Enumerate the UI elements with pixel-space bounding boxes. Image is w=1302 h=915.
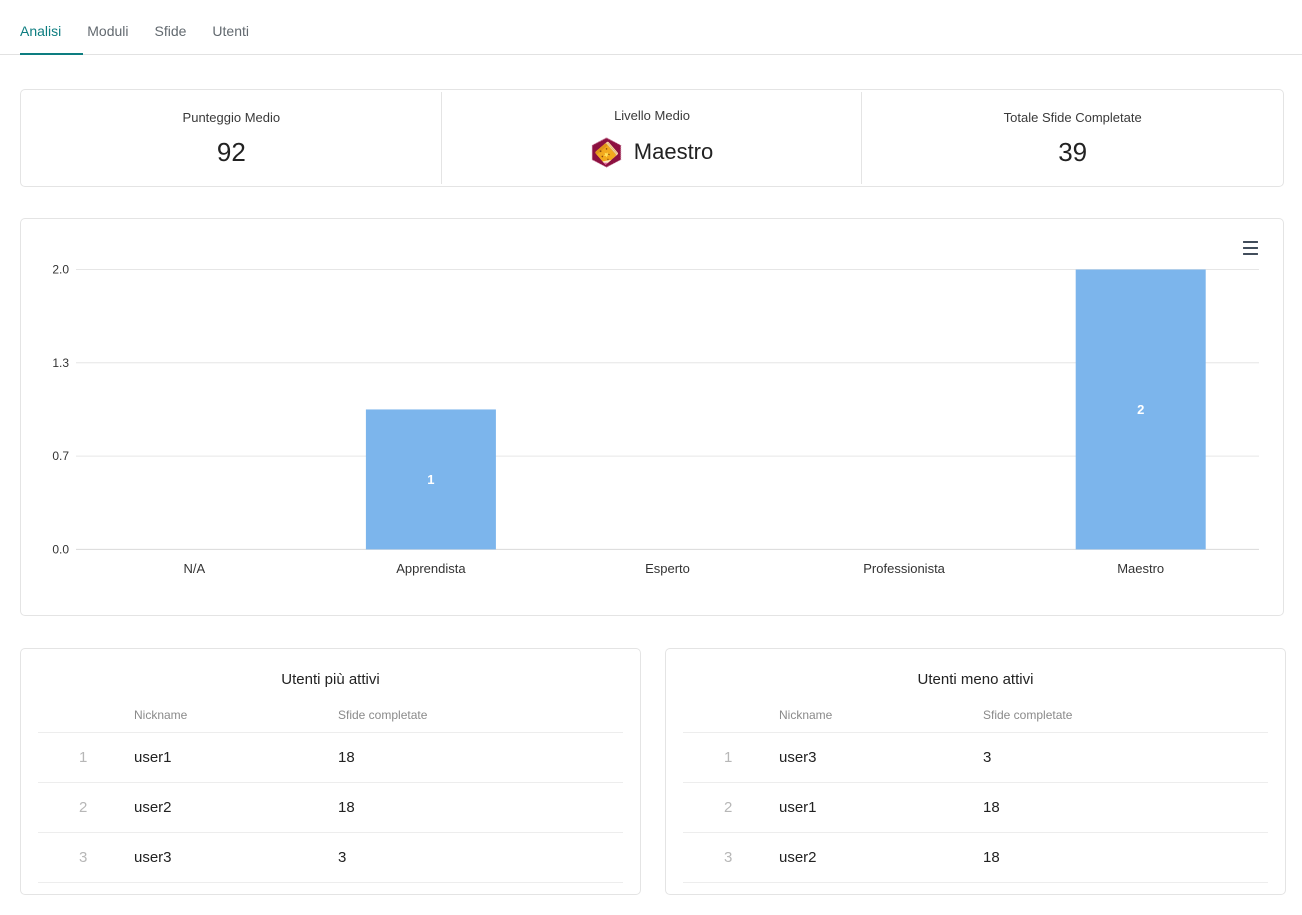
svg-text:1.3: 1.3 (52, 356, 69, 370)
svg-text:Apprendista: Apprendista (396, 561, 466, 576)
svg-text:Esperto: Esperto (645, 561, 690, 576)
svg-text:2: 2 (1137, 402, 1144, 417)
svg-text:0.0: 0.0 (52, 542, 69, 556)
svg-text:1: 1 (427, 472, 434, 487)
svg-text:N/A: N/A (183, 561, 205, 576)
svg-text:Professionista: Professionista (863, 561, 945, 576)
svg-text:0.7: 0.7 (52, 449, 69, 463)
svg-text:Maestro: Maestro (1117, 561, 1164, 576)
svg-text:2.0: 2.0 (52, 263, 69, 277)
